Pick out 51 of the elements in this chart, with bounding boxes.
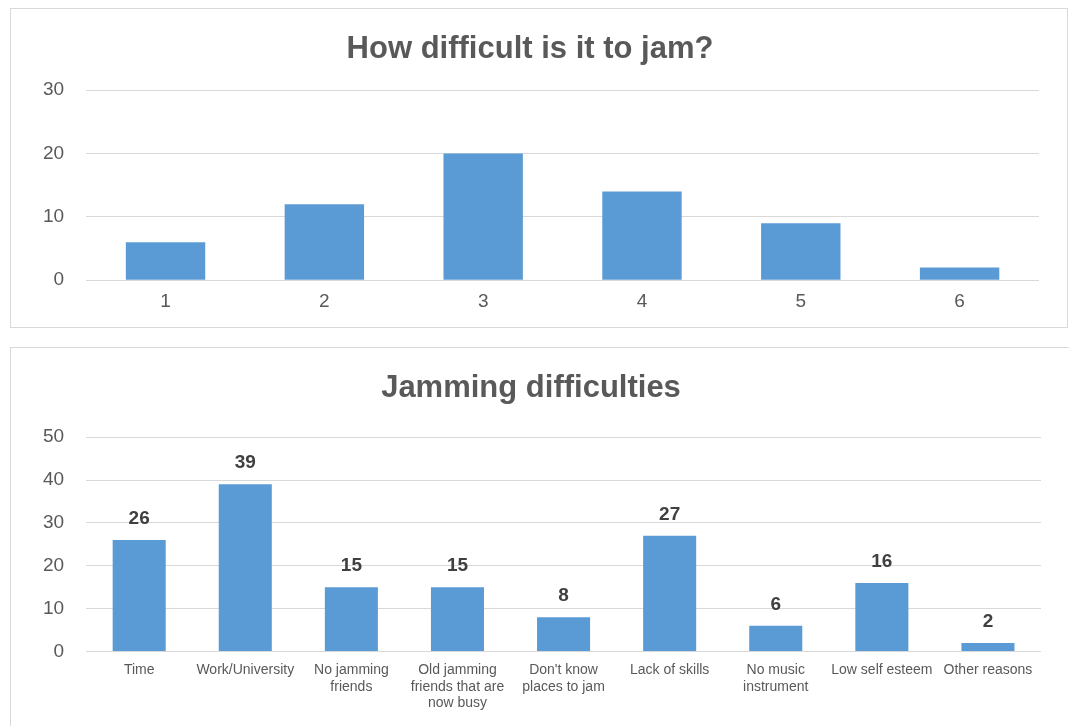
y-tick-label: 20 (42, 141, 65, 163)
x-tick-label: Don't know places to jam (522, 660, 605, 694)
bar (961, 643, 1015, 652)
x-tick-label: Work/University (196, 660, 295, 677)
x-tick-label: 5 (795, 289, 807, 311)
bar (324, 587, 378, 652)
bar (430, 587, 484, 652)
x-tick-label: Low self esteem (831, 660, 933, 677)
data-label: 26 (128, 506, 150, 528)
bar (443, 153, 523, 280)
data-label: 6 (770, 592, 782, 614)
y-tick-label: 10 (42, 596, 65, 618)
data-label: 27 (659, 502, 681, 524)
data-label: 15 (340, 554, 363, 576)
x-tick-label: Lack of skills (629, 660, 710, 677)
data-label: 16 (871, 549, 893, 571)
x-tick-label: No jamming friends (314, 660, 389, 694)
bar (537, 617, 591, 652)
x-tick-label: Old jamming friends that are now busy (410, 660, 505, 711)
x-tick-label: No music instrument (743, 660, 809, 694)
chart-title: Jamming difficulties (381, 369, 681, 405)
bar (761, 223, 841, 280)
y-tick-label: 0 (53, 639, 65, 661)
x-tick-label: 3 (477, 289, 489, 311)
bar (643, 535, 697, 652)
bar (919, 267, 1000, 280)
data-label: 8 (558, 584, 569, 606)
x-tick-label: 1 (160, 289, 171, 311)
data-label: 15 (446, 554, 469, 576)
y-tick-label: 0 (53, 268, 65, 290)
chart-title: How difficult is it to jam? (346, 30, 714, 66)
y-tick-label: 40 (42, 468, 65, 490)
y-tick-label: 20 (42, 554, 65, 576)
x-tick-label: 4 (636, 289, 648, 311)
y-tick-label: 30 (42, 511, 65, 533)
bar (218, 484, 272, 652)
x-tick-label: 2 (319, 289, 330, 311)
data-label: 39 (234, 451, 256, 473)
bar (284, 204, 365, 280)
bar (749, 625, 803, 652)
x-tick-label: Time (123, 660, 155, 677)
y-tick-label: 30 (42, 78, 65, 100)
bar (112, 540, 166, 652)
y-tick-label: 10 (42, 205, 65, 227)
bar (125, 242, 206, 280)
y-tick-label: 50 (42, 425, 65, 447)
x-tick-label: Other reasons (943, 660, 1033, 677)
bar (602, 191, 682, 280)
bar (855, 582, 909, 652)
data-label: 2 (982, 609, 994, 631)
x-tick-label: 6 (954, 289, 965, 311)
